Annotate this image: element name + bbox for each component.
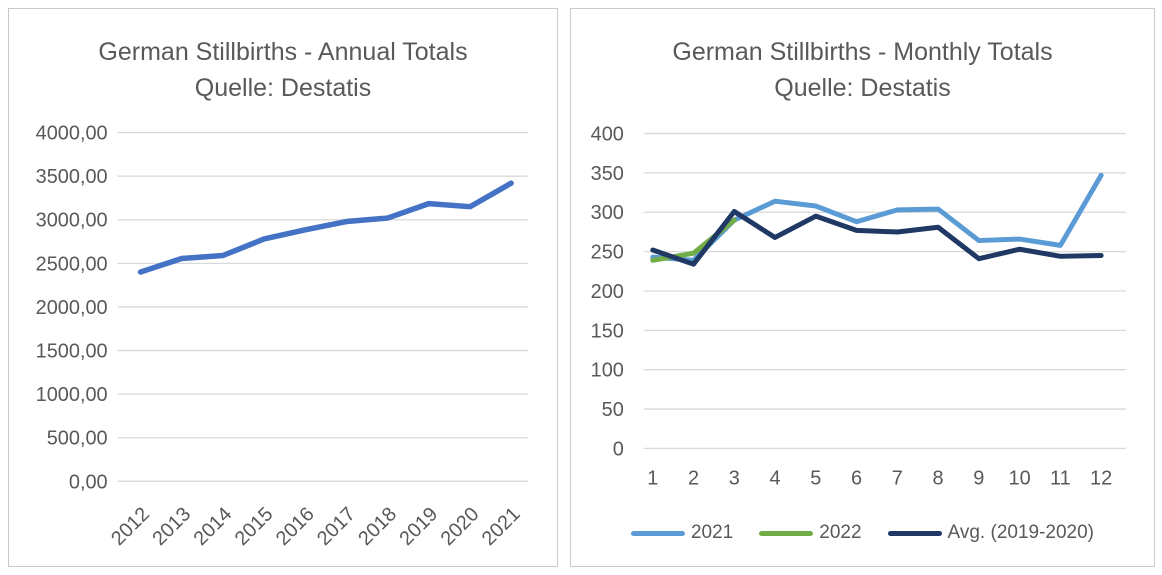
series-line-2021 bbox=[650, 172, 1104, 263]
legend-item-2022: 2022 bbox=[759, 522, 862, 544]
x-tick-label: 7 bbox=[892, 467, 903, 489]
y-tick-label: 200 bbox=[591, 281, 624, 303]
x-tick-label: 11 bbox=[1050, 467, 1071, 489]
y-tick-label: 0,00 bbox=[69, 471, 108, 493]
x-tick-label: 2017 bbox=[313, 503, 360, 550]
y-tick-label: 350 bbox=[591, 163, 624, 185]
x-tick-label: 2020 bbox=[437, 503, 484, 550]
annual-chart-title-block: German Stillbirths - Annual Totals Quell… bbox=[9, 34, 557, 106]
legend-swatch-avg bbox=[887, 530, 942, 536]
legend-item-avg-2019-2020: Avg. (2019-2020) bbox=[887, 522, 1095, 544]
x-tick-label: 5 bbox=[810, 467, 821, 489]
legend-swatch-2022 bbox=[759, 530, 814, 536]
chart-subtitle: Quelle: Destatis bbox=[774, 74, 951, 102]
annual-chart-plot: 0,00 500,00 1000,00 1500,00 2000,00 2500,00 30… bbox=[36, 123, 529, 550]
legend-item-2021: 2021 bbox=[630, 522, 734, 544]
y-tick-label: 150 bbox=[591, 320, 624, 342]
chart-subtitle: Quelle: Destatis bbox=[194, 74, 372, 102]
legend-swatch-2021 bbox=[630, 530, 685, 536]
y-tick-label: 2500,00 bbox=[36, 253, 108, 275]
y-tick-label: 500,00 bbox=[47, 428, 108, 450]
x-tick-label: 10 bbox=[1009, 467, 1031, 489]
x-tick-label: 2018 bbox=[354, 503, 401, 550]
y-tick-label: 0 bbox=[613, 438, 624, 460]
x-tick-label: 2 bbox=[688, 467, 699, 489]
legend-label: 2022 bbox=[819, 522, 862, 543]
y-tick-label: 50 bbox=[602, 399, 624, 421]
series-line-avg-2019-2020 bbox=[650, 208, 1104, 267]
x-tick-label: 2019 bbox=[395, 503, 442, 550]
x-tick-label: 2015 bbox=[231, 503, 278, 550]
series-line-annual-totals bbox=[137, 180, 514, 275]
chart-title: German Stillbirths - Monthly Totals bbox=[672, 38, 1053, 66]
x-tick-label: 1 bbox=[647, 467, 658, 489]
y-tick-label: 3500,00 bbox=[36, 166, 108, 188]
x-tick-label: 2021 bbox=[478, 503, 525, 550]
x-tick-label: 9 bbox=[973, 467, 984, 489]
y-tick-label: 300 bbox=[591, 202, 624, 224]
legend-label: Avg. (2019-2020) bbox=[947, 522, 1095, 543]
x-tick-label: 8 bbox=[933, 467, 944, 489]
chart-legend: 2021 2022 Avg. (2019-2020) bbox=[571, 519, 1154, 547]
y-tick-label: 3000,00 bbox=[36, 210, 108, 232]
x-tick-label: 12 bbox=[1090, 467, 1112, 489]
x-tick-label: 2016 bbox=[272, 503, 319, 550]
x-tick-label: 6 bbox=[851, 467, 862, 489]
chart-title: German Stillbirths - Annual Totals bbox=[98, 38, 468, 66]
x-tick-label: 3 bbox=[729, 467, 740, 489]
y-tick-label: 1500,00 bbox=[36, 341, 108, 363]
legend-label: 2021 bbox=[690, 522, 734, 543]
monthly-chart-panel: 0 50 100 150 200 250 300 350 400 1 2 3 4 5 6 7 8 9 10 11 12 … bbox=[570, 8, 1155, 567]
x-tick-label: 4 bbox=[770, 467, 781, 489]
x-tick-label: 2014 bbox=[190, 503, 237, 550]
annual-chart-panel: 0,00 500,00 1000,00 1500,00 2000,00 2500,00 30… bbox=[8, 8, 558, 567]
y-tick-label: 400 bbox=[591, 124, 624, 146]
y-tick-label: 250 bbox=[591, 242, 624, 264]
y-tick-label: 1000,00 bbox=[36, 384, 108, 406]
y-tick-label: 4000,00 bbox=[36, 123, 108, 145]
x-tick-label: 2013 bbox=[148, 503, 195, 550]
x-tick-label: 2012 bbox=[107, 503, 154, 550]
y-tick-label: 100 bbox=[591, 360, 624, 382]
y-tick-label: 2000,00 bbox=[36, 297, 108, 319]
monthly-chart-title-block: German Stillbirths - Monthly Totals Quel… bbox=[571, 34, 1154, 106]
